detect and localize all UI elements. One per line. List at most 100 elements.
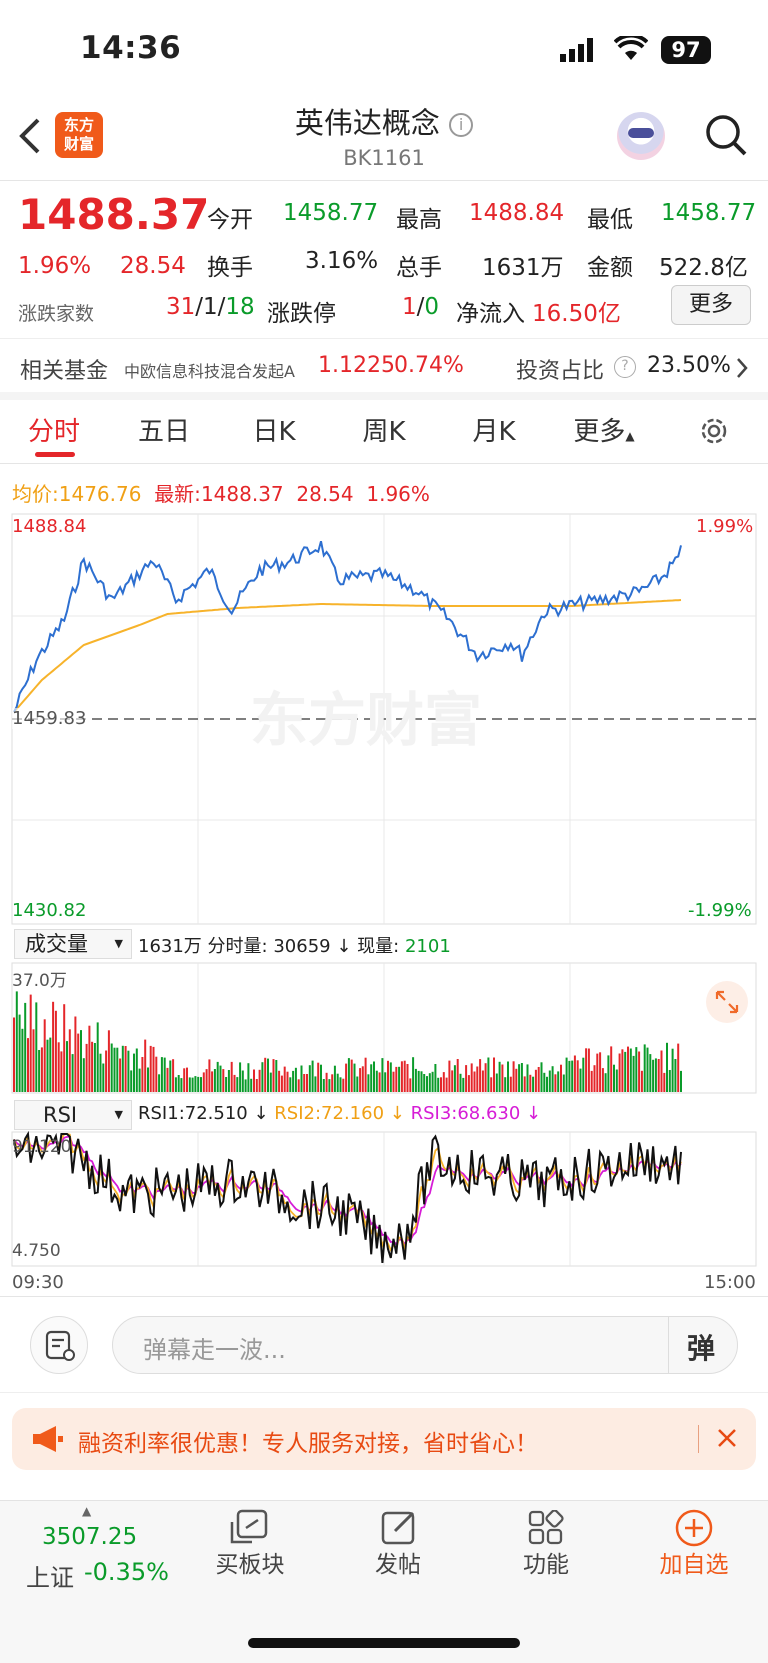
volume-bar [576, 1060, 579, 1092]
rsi-min-label: 4.750 [12, 1241, 61, 1261]
volume-bar [317, 1062, 320, 1092]
volume-bar [610, 1046, 613, 1092]
volume-bar [99, 1053, 102, 1092]
latest-value: 1488.37 [200, 482, 284, 506]
tab-five-day[interactable]: 五日 [137, 417, 191, 447]
current-volume: 2101 [404, 936, 451, 957]
current-price: 1488.37 [18, 190, 210, 239]
intraday-chart[interactable]: 东方财富 [0, 0, 768, 1290]
tab-more-label: 更多 [573, 417, 626, 447]
volume-bar [543, 1072, 546, 1092]
volume-bar [663, 1072, 666, 1092]
volume-value: 1631万 [482, 255, 564, 281]
x-end-label: 15:00 [704, 1272, 756, 1293]
volume-bar [495, 1073, 498, 1092]
volume-bar [389, 1062, 392, 1092]
tab-more[interactable]: 更多▲ [573, 411, 634, 448]
promo-banner[interactable]: 融资利率很优惠！专人服务对接，省时省心！ [12, 1408, 756, 1470]
danmaku-toggle-icon[interactable]: 弹 [687, 1332, 716, 1365]
search-icon[interactable] [704, 113, 748, 161]
volume-bar [105, 1050, 108, 1092]
minute-volume: 30659 [273, 936, 331, 957]
volume-bar [121, 1045, 124, 1092]
volume-bar [60, 1051, 63, 1092]
volume-bar [400, 1061, 403, 1092]
volume-bar [21, 1028, 24, 1092]
volume-bar [283, 1066, 286, 1092]
nav-functions[interactable]: 功能 [523, 1552, 569, 1578]
volume-bar [509, 1076, 512, 1092]
post-list-icon[interactable] [30, 1316, 88, 1374]
volume-bar [587, 1048, 590, 1092]
volume-max-label: 37.0万 [12, 971, 67, 991]
volume-bar [420, 1071, 423, 1092]
turnover-label: 换手 [207, 255, 253, 281]
breadth-up: 31 [166, 294, 196, 320]
volume-bar [264, 1057, 267, 1092]
volume-bar [241, 1070, 244, 1092]
volume-bar [186, 1067, 188, 1092]
volume-bar [414, 1068, 417, 1092]
signal-icon [560, 38, 596, 66]
rsi-indicator-select[interactable]: RSI ▼ [14, 1100, 132, 1130]
volume-bar [74, 1016, 77, 1092]
volume-bar [565, 1057, 568, 1092]
tab-monthly-k[interactable]: 月K [472, 417, 516, 447]
title-text: 英伟达概念 [294, 106, 440, 140]
robot-avatar-icon[interactable] [617, 112, 665, 160]
volume-bar [54, 1010, 57, 1092]
promo-divider [698, 1425, 699, 1453]
volume-bar [314, 1076, 317, 1092]
nav-add-watchlist[interactable]: 加自选 [659, 1552, 729, 1578]
volume-bar [398, 1066, 401, 1092]
gear-icon[interactable] [697, 414, 731, 452]
volume-bar [40, 1047, 43, 1092]
volume-bar [532, 1076, 535, 1092]
volume-bar [680, 1070, 682, 1092]
nav-buy-board[interactable]: 买板块 [215, 1552, 285, 1578]
volume-bar [141, 1057, 144, 1092]
help-icon[interactable]: ? [614, 356, 636, 378]
volume-bar [627, 1046, 629, 1092]
ratio-value: 23.50% [647, 353, 731, 378]
volume-bar [250, 1078, 253, 1092]
breadth-down: 18 [225, 294, 255, 320]
volume-bar [596, 1053, 599, 1092]
volume-legend: 1631万 分时量: 30659 ↓ 现量: 2101 [138, 936, 451, 957]
close-icon[interactable] [714, 1425, 740, 1455]
back-button[interactable] [16, 116, 44, 160]
volume-bar [367, 1074, 370, 1092]
volume-bar [412, 1057, 415, 1092]
related-fund-row[interactable]: 相关基金 中欧信息科技混合发起A 1.1225 0.74% 投资占比 ? 23.… [0, 338, 768, 398]
index-ticker[interactable]: ▲ 3507.25 上证 -0.35% [0, 1500, 190, 1600]
volume-bar [306, 1074, 308, 1092]
expand-icon[interactable] [706, 981, 748, 1023]
volume-bar [222, 1069, 225, 1092]
app-logo[interactable]: 东方财富 [55, 112, 103, 158]
volume-bar [526, 1064, 529, 1092]
volume-bar [646, 1047, 649, 1092]
volume-bar [476, 1066, 479, 1092]
volume-bar [507, 1061, 509, 1092]
header-divider [0, 180, 768, 181]
nav-post[interactable]: 发帖 [375, 1552, 421, 1578]
tab-intraday[interactable]: 分时 [27, 417, 81, 447]
volume-bar [331, 1074, 334, 1092]
tab-daily-k[interactable]: 日K [252, 417, 296, 447]
more-button[interactable]: 更多 [671, 285, 751, 325]
volume-bar [666, 1042, 668, 1092]
breadth-label: 涨跌家数 [18, 303, 95, 325]
battery-icon: 97 [661, 36, 711, 64]
info-icon[interactable]: i [449, 113, 474, 137]
danmaku-input[interactable]: 弹幕走一波... 弹 [112, 1316, 738, 1374]
volume-bar [172, 1059, 175, 1092]
volume-bar [481, 1070, 484, 1092]
volume-bar [147, 1067, 149, 1092]
volume-bar [46, 1039, 49, 1092]
tab-weekly-k[interactable]: 周K [362, 417, 406, 447]
rsi3-label: RSI3: [410, 1103, 458, 1124]
price-line [13, 540, 682, 713]
fund-pct: 0.74% [394, 353, 464, 378]
high-value: 1488.84 [469, 200, 565, 226]
volume-indicator-select[interactable]: 成交量 ▼ [14, 929, 132, 959]
